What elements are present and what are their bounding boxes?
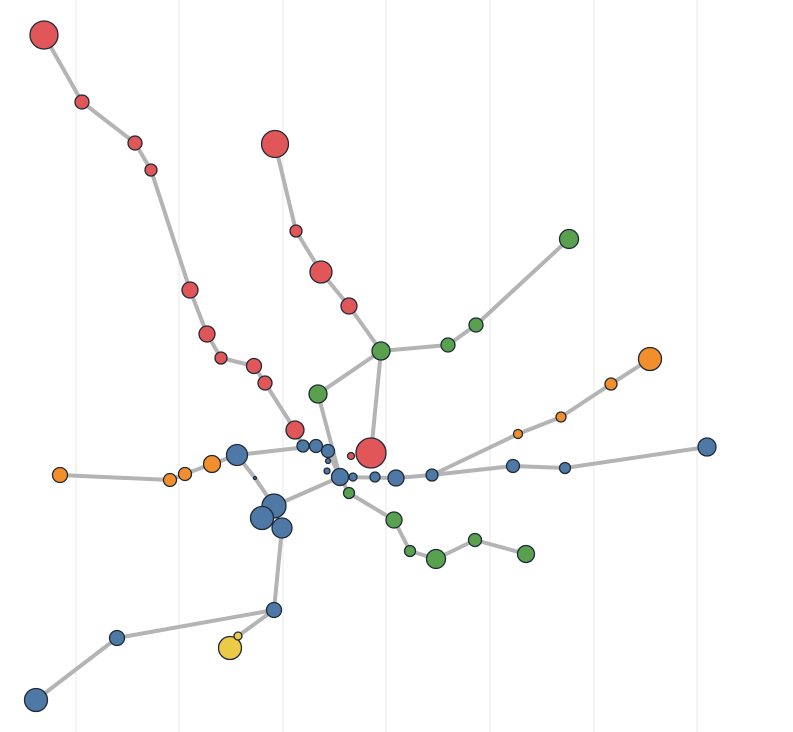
node-red-r9[interactable] xyxy=(257,375,273,391)
node-green-g7[interactable] xyxy=(385,511,403,529)
edge-o5-o6 xyxy=(516,415,563,436)
node-red-r11[interactable] xyxy=(260,129,290,159)
node-blue-b18[interactable] xyxy=(271,517,293,539)
node-red-r6[interactable] xyxy=(198,325,216,343)
node-red-r5[interactable] xyxy=(181,281,199,299)
edge-g1-g2 xyxy=(316,349,383,396)
node-orange-o4[interactable] xyxy=(202,454,222,474)
node-red-r7[interactable] xyxy=(214,351,228,365)
edge-b12-b13 xyxy=(511,464,567,470)
node-green-g1[interactable] xyxy=(371,341,391,361)
node-green-g4[interactable] xyxy=(468,317,484,333)
node-blue-b2[interactable] xyxy=(296,439,310,453)
node-red-r16[interactable] xyxy=(346,451,356,461)
node-orange-o2[interactable] xyxy=(162,472,178,488)
node-blue-b3[interactable] xyxy=(308,438,324,454)
node-blue-b8[interactable] xyxy=(348,472,358,482)
node-orange-o5[interactable] xyxy=(512,428,524,440)
node-blue-b6[interactable] xyxy=(323,467,331,475)
node-red-r13[interactable] xyxy=(309,260,333,284)
node-blue-b20[interactable] xyxy=(108,629,126,647)
edge-b20-b21 xyxy=(34,636,119,702)
edge-b13-b14 xyxy=(563,445,709,470)
node-red-r8[interactable] xyxy=(245,357,263,375)
node-red-r4[interactable] xyxy=(144,163,158,177)
node-blue-b19[interactable] xyxy=(265,601,283,619)
node-green-g2[interactable] xyxy=(308,384,328,404)
node-orange-o1[interactable] xyxy=(51,466,69,484)
edge-r11-r12 xyxy=(273,142,298,233)
node-blue-b11[interactable] xyxy=(425,468,439,482)
edge-layer xyxy=(34,33,709,702)
node-blue-b1[interactable] xyxy=(225,443,249,467)
node-blue-b12[interactable] xyxy=(505,458,521,474)
node-orange-o6[interactable] xyxy=(555,411,567,423)
node-blue-b10[interactable] xyxy=(387,469,405,487)
edge-g1-r15 xyxy=(369,349,383,455)
node-orange-o3[interactable] xyxy=(177,466,193,482)
node-red-r2[interactable] xyxy=(74,94,90,110)
node-blue-b5[interactable] xyxy=(324,457,332,465)
node-orange-o8[interactable] xyxy=(637,346,663,372)
edge-b19-b20 xyxy=(115,608,276,640)
node-blue-b17[interactable] xyxy=(249,505,275,531)
node-blue-b14[interactable] xyxy=(697,437,717,457)
edge-b18-b19 xyxy=(272,526,284,612)
node-green-g10[interactable] xyxy=(467,532,483,548)
node-green-g8[interactable] xyxy=(403,544,417,558)
node-green-g9[interactable] xyxy=(425,548,447,570)
node-red-r15[interactable] xyxy=(355,437,387,469)
node-green-g5[interactable] xyxy=(558,228,580,250)
node-layer xyxy=(23,20,717,713)
edge-b11-o5 xyxy=(430,432,520,477)
node-blue-b21[interactable] xyxy=(23,687,49,713)
node-blue-b4[interactable] xyxy=(320,443,336,459)
edge-b11-b12 xyxy=(430,464,515,477)
edge-g1-g3 xyxy=(379,343,450,353)
node-yellow-y2[interactable] xyxy=(233,631,243,641)
node-yellow-y1[interactable] xyxy=(217,635,243,661)
node-green-g3[interactable] xyxy=(440,337,456,353)
edge-o1-o2 xyxy=(58,473,172,482)
node-blue-b13[interactable] xyxy=(558,461,572,475)
node-blue-b7[interactable] xyxy=(330,467,350,487)
node-red-r3[interactable] xyxy=(127,135,143,151)
edge-g6-g7 xyxy=(347,491,396,522)
edge-g4-g5 xyxy=(474,237,571,327)
vertical-gridlines xyxy=(75,0,698,732)
node-orange-o7[interactable] xyxy=(604,377,618,391)
node-blue-b9[interactable] xyxy=(369,471,381,483)
edge-g2-b7 xyxy=(316,392,342,479)
node-red-r1[interactable] xyxy=(29,20,59,50)
edge-o6-o7 xyxy=(559,382,613,419)
node-red-r14[interactable] xyxy=(340,297,358,315)
edge-r2-r3 xyxy=(80,100,137,145)
edge-r4-r5 xyxy=(149,168,192,292)
node-green-g6[interactable] xyxy=(342,486,356,500)
node-red-r12[interactable] xyxy=(289,224,303,238)
node-blue-b15[interactable] xyxy=(252,475,258,481)
node-red-r10[interactable] xyxy=(285,420,305,440)
node-green-g11[interactable] xyxy=(516,544,536,564)
